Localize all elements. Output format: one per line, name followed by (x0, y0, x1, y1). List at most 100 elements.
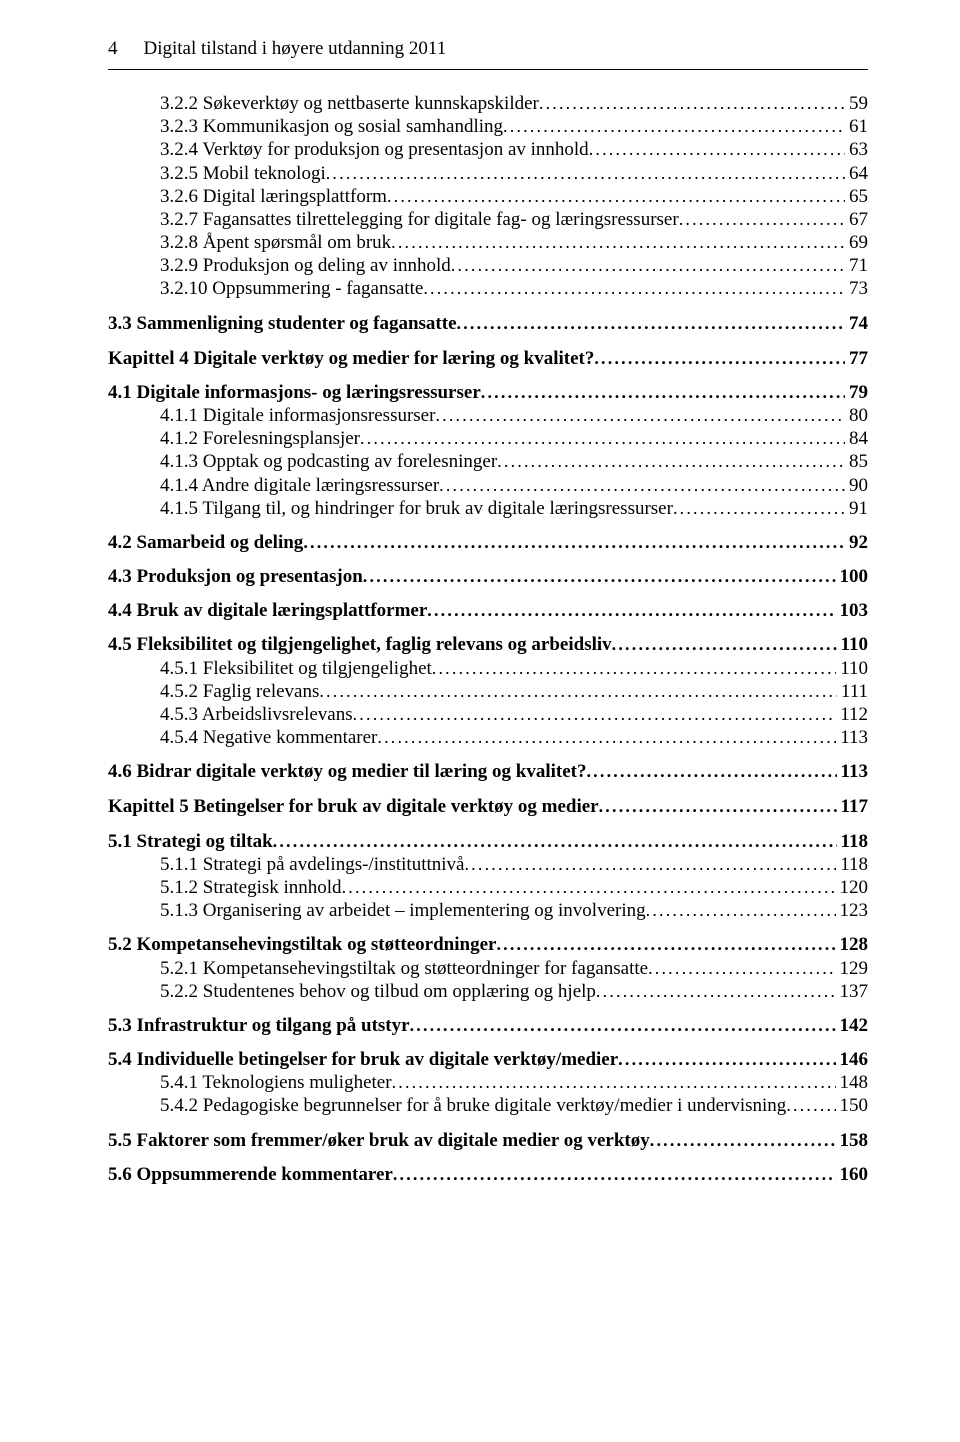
toc-row: 5.4.2 Pedagogiske begrunnelser for å bru… (108, 1094, 868, 1117)
toc-label: 5.4.1 Teknologiens muligheter (160, 1071, 392, 1094)
toc-leader (589, 139, 845, 161)
toc-page: 120 (836, 876, 869, 899)
toc-label: 4.6 Bidrar digitale verktøy og medier ti… (108, 760, 586, 783)
toc-page: 74 (845, 312, 868, 335)
toc-label: 4.2 Samarbeid og deling (108, 531, 303, 554)
toc-leader (439, 475, 845, 497)
toc-label: 5.6 Oppsummerende kommentarer (108, 1163, 393, 1186)
toc-page: 150 (836, 1094, 869, 1117)
toc-row: 3.2.4 Verktøy for produksjon og presenta… (108, 138, 868, 161)
toc-page: 79 (845, 381, 868, 404)
table-of-contents: 3.2.2 Søkeverktøy og nettbaserte kunnska… (108, 92, 868, 1186)
toc-page: 80 (845, 404, 868, 427)
toc-label: 3.2.6 Digital læringsplattform (160, 185, 387, 208)
toc-page: 112 (836, 703, 868, 726)
toc-page: 63 (845, 138, 868, 161)
toc-leader (393, 1164, 836, 1186)
toc-leader (387, 186, 845, 208)
toc-leader (481, 382, 845, 404)
toc-leader (596, 981, 836, 1003)
toc-label: 4.5 Fleksibilitet og tilgjengelighet, fa… (108, 633, 612, 656)
toc-row: 5.1.1 Strategi på avdelings-/instituttni… (108, 853, 868, 876)
toc-page: 91 (845, 497, 868, 520)
toc-leader (648, 958, 835, 980)
toc-page: 65 (845, 185, 868, 208)
toc-label: Kapittel 5 Betingelser for bruk av digit… (108, 795, 599, 818)
toc-leader (673, 498, 845, 520)
toc-label: 3.2.3 Kommunikasjon og sosial samhandlin… (160, 115, 503, 138)
toc-leader (618, 1049, 835, 1071)
toc-row: 5.4.1 Teknologiens muligheter 148 (108, 1071, 868, 1094)
toc-label: 4.3 Produksjon og presentasjon (108, 565, 363, 588)
toc-page: 113 (836, 726, 868, 749)
toc-row: 3.2.2 Søkeverktøy og nettbaserte kunnska… (108, 92, 868, 115)
toc-row: 4.5.4 Negative kommentarer113 (108, 726, 868, 749)
toc-page: 160 (836, 1163, 869, 1186)
toc-page: 61 (845, 115, 868, 138)
toc-page: 67 (845, 208, 868, 231)
toc-label: 3.2.9 Produksjon og deling av innhold (160, 254, 451, 277)
toc-row: 3.2.8 Åpent spørsmål om bruk69 (108, 231, 868, 254)
toc-leader (451, 255, 845, 277)
toc-row: 5.2 Kompetansehevingstiltak og støtteord… (108, 933, 868, 956)
toc-row: 3.2.9 Produksjon og deling av innhold71 (108, 254, 868, 277)
toc-row: 5.2.1 Kompetansehevingstiltak og støtteo… (108, 957, 868, 980)
toc-page: 111 (837, 680, 868, 703)
toc-page: 146 (836, 1048, 869, 1071)
toc-row: 4.1.5 Tilgang til, og hindringer for bru… (108, 497, 868, 520)
toc-page: 84 (845, 427, 868, 450)
toc-page: 110 (836, 657, 868, 680)
toc-page: 118 (837, 830, 868, 853)
toc-label: 3.2.7 Fagansattes tilrettelegging for di… (160, 208, 679, 231)
toc-leader (303, 532, 845, 554)
toc-leader (646, 900, 836, 922)
toc-label: 3.3 Sammenligning studenter og fagansatt… (108, 312, 457, 335)
toc-page: 85 (845, 450, 868, 473)
toc-leader (273, 831, 837, 853)
toc-leader (679, 209, 845, 231)
toc-row: 5.2.2 Studentenes behov og tilbud om opp… (108, 980, 868, 1003)
toc-row: 3.2.6 Digital læringsplattform 65 (108, 185, 868, 208)
toc-leader (427, 600, 835, 622)
toc-leader (319, 681, 837, 703)
toc-page: 117 (837, 795, 868, 818)
toc-leader (363, 566, 836, 588)
page-title: Digital tilstand i høyere utdanning 2011 (144, 38, 447, 60)
toc-label: 5.4.2 Pedagogiske begrunnelser for å bru… (160, 1094, 786, 1117)
toc-page: 90 (845, 474, 868, 497)
toc-row: 3.2.5 Mobil teknologi64 (108, 162, 868, 185)
toc-page: 77 (845, 347, 868, 370)
toc-page: 103 (836, 599, 869, 622)
toc-label: 4.1.1 Digitale informasjonsressurser (160, 404, 435, 427)
toc-page: 148 (836, 1071, 869, 1094)
toc-label: 5.2.1 Kompetansehevingstiltak og støtteo… (160, 957, 648, 980)
toc-page: 158 (836, 1129, 869, 1152)
toc-row: 4.5 Fleksibilitet og tilgjengelighet, fa… (108, 633, 868, 656)
toc-leader (599, 796, 837, 818)
toc-row: 3.2.7 Fagansattes tilrettelegging for di… (108, 208, 868, 231)
toc-row: 4.1.4 Andre digitale læringsressurser90 (108, 474, 868, 497)
toc-page: 123 (836, 899, 869, 922)
toc-row: 4.5.1 Fleksibilitet og tilgjengelighet 11… (108, 657, 868, 680)
toc-page: 128 (836, 933, 869, 956)
toc-leader (392, 1072, 836, 1094)
toc-page: 137 (836, 980, 869, 1003)
toc-label: 4.1.2 Forelesningsplansjer (160, 427, 360, 450)
toc-leader (497, 451, 845, 473)
toc-page: 113 (837, 760, 868, 783)
toc-leader (423, 278, 845, 300)
toc-row: 4.1.3 Opptak og podcasting av forelesnin… (108, 450, 868, 473)
toc-label: 4.5.1 Fleksibilitet og tilgjengelighet (160, 657, 432, 680)
toc-label: 4.5.3 Arbeidslivsrelevans (160, 703, 353, 726)
toc-label: 5.3 Infrastruktur og tilgang på utstyr (108, 1014, 410, 1037)
toc-label: 5.2 Kompetansehevingstiltak og støtteord… (108, 933, 496, 956)
toc-leader (342, 877, 836, 899)
toc-label: 5.5 Faktorer som fremmer/øker bruk av di… (108, 1129, 650, 1152)
toc-leader (326, 163, 845, 185)
toc-label: 5.1 Strategi og tiltak (108, 830, 273, 853)
toc-row: 5.4 Individuelle betingelser for bruk av… (108, 1048, 868, 1071)
toc-label: 3.2.10 Oppsummering - fagansatte (160, 277, 423, 300)
toc-row: 4.4 Bruk av digitale læringsplattformer1… (108, 599, 868, 622)
toc-label: 3.2.5 Mobil teknologi (160, 162, 326, 185)
toc-leader (410, 1015, 836, 1037)
